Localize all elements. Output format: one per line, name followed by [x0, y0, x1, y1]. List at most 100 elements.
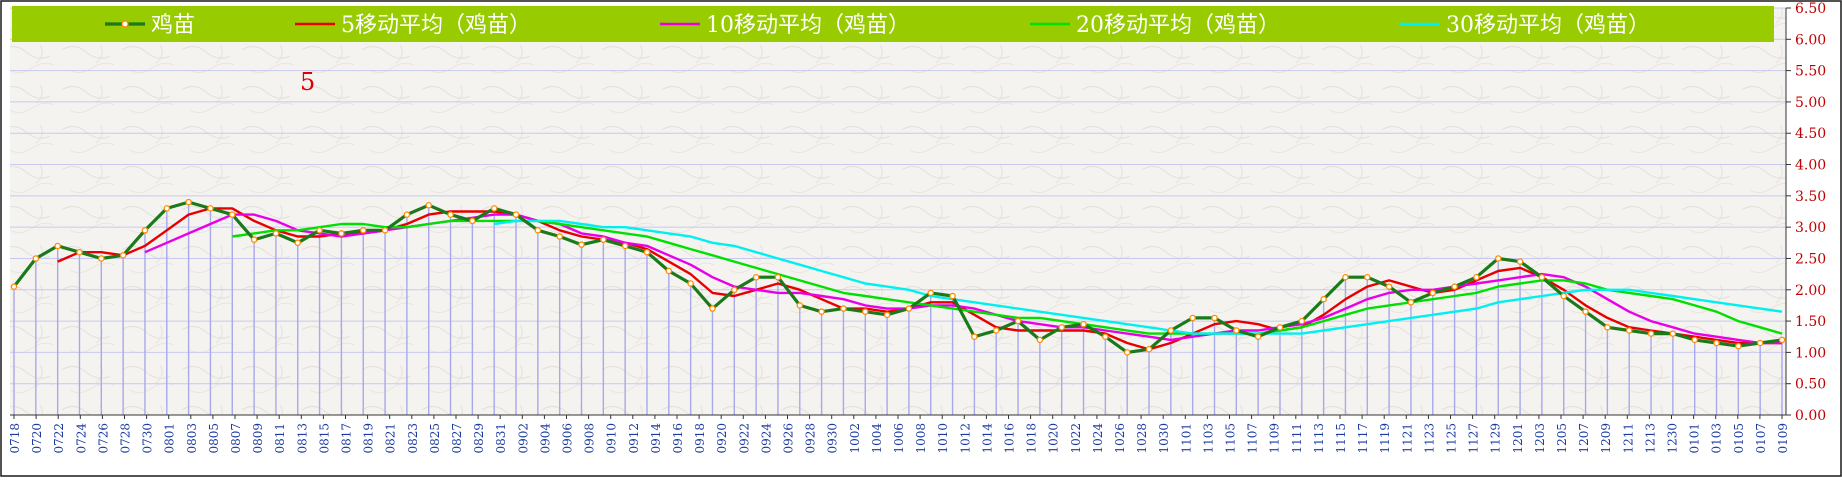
y-tick-label: 4.00	[1795, 158, 1826, 174]
x-tick-label: 1119	[1378, 423, 1392, 454]
data-point	[1451, 283, 1458, 290]
plot-background	[10, 8, 1786, 415]
data-point	[905, 305, 913, 312]
data-point	[1625, 327, 1633, 334]
y-tick-label: 5.50	[1795, 64, 1826, 80]
x-tick-label: 1024	[1091, 423, 1105, 454]
data-point	[1364, 273, 1371, 281]
x-tick-label: 0728	[119, 423, 133, 454]
x-tick-label: 1113	[1312, 423, 1326, 454]
data-point	[512, 211, 520, 218]
x-tick-label: 1230	[1666, 423, 1680, 454]
x-tick-label: 0928	[804, 423, 818, 454]
x-tick-label: 0103	[1710, 423, 1724, 454]
data-point	[752, 273, 760, 281]
x-tick-label: 1010	[936, 423, 950, 454]
data-point	[294, 239, 302, 247]
x-tick-label: 0107	[1754, 423, 1768, 454]
data-point	[1342, 273, 1349, 281]
x-tick-label: 0908	[583, 423, 597, 454]
data-point	[796, 302, 804, 309]
x-tick-label: 1211	[1621, 423, 1635, 454]
data-point	[76, 248, 83, 256]
legend-label-2: 10移动平均（鸡苗）	[706, 13, 910, 38]
x-tick-label: 0904	[538, 423, 552, 454]
x-tick-label: 1028	[1135, 423, 1149, 454]
x-tick-label: 1018	[1025, 423, 1039, 454]
data-point	[54, 242, 61, 250]
data-point	[1254, 333, 1262, 340]
x-axis-ticks: 0718 0720 0722 0724 0726 0728 0730 0801 0803 0805…	[8, 415, 1790, 454]
data-point	[556, 233, 563, 240]
data-point	[316, 227, 323, 234]
x-tick-label: 0805	[207, 423, 221, 454]
data-point	[621, 242, 629, 250]
data-point	[774, 273, 782, 281]
x-tick-label: 1117	[1356, 423, 1370, 454]
data-point	[1473, 273, 1480, 281]
data-markers	[10, 198, 1786, 356]
y-tick-label: 1.00	[1795, 345, 1826, 361]
y-tick-label: 0.00	[1795, 408, 1826, 424]
x-tick-label: 1109	[1268, 423, 1282, 454]
y-tick-label: 6.50	[1795, 1, 1826, 17]
data-point	[992, 327, 1000, 334]
x-tick-label: 0718	[8, 423, 22, 454]
data-point	[1735, 342, 1742, 350]
x-tick-label: 1101	[1179, 423, 1193, 454]
data-point	[1385, 283, 1393, 290]
data-point	[1123, 349, 1131, 356]
x-tick-label: 1026	[1113, 423, 1127, 454]
x-tick-label: 1030	[1157, 423, 1171, 454]
x-tick-label: 1020	[1047, 423, 1061, 454]
x-tick-label: 0823	[406, 423, 420, 454]
data-point	[163, 205, 171, 212]
data-point	[338, 230, 345, 237]
x-tick-label: 1006	[892, 423, 906, 454]
data-point	[229, 211, 236, 218]
y-axis-ticks: 0.00 0.50 1.00 1.50 2.00 2.50 3.00 3.50 4.00 4.50…	[1786, 1, 1826, 424]
x-tick-label: 1207	[1577, 423, 1591, 454]
x-tick-label: 0105	[1732, 423, 1746, 454]
data-point	[883, 311, 891, 319]
data-point	[1538, 273, 1546, 281]
x-tick-label: 0825	[428, 423, 442, 454]
x-tick-label: 1123	[1422, 423, 1436, 454]
data-point	[1320, 295, 1327, 303]
x-tick-label: 0109	[1776, 423, 1790, 454]
data-point	[731, 286, 738, 294]
series-line-0	[12, 200, 1783, 354]
y-tick-label: 2.50	[1795, 251, 1826, 267]
y-tick-label: 2.00	[1795, 283, 1826, 299]
data-point	[1691, 336, 1698, 344]
x-tick-label: 1103	[1201, 423, 1215, 454]
x-tick-label: 0726	[96, 423, 110, 454]
data-point	[469, 217, 476, 225]
x-tick-label: 0730	[141, 423, 155, 454]
x-tick-label: 1105	[1224, 423, 1238, 454]
x-tick-label: 1129	[1489, 423, 1503, 454]
data-point	[1582, 308, 1589, 315]
series-line-3	[232, 219, 1783, 335]
data-point	[359, 227, 367, 234]
x-tick-label: 1125	[1445, 423, 1459, 454]
data-point	[1713, 339, 1720, 347]
data-point	[1560, 292, 1567, 300]
x-tick-label: 0829	[472, 423, 486, 454]
data-point	[818, 308, 825, 315]
data-point	[141, 227, 149, 234]
x-tick-label: 0924	[759, 423, 773, 454]
x-tick-label: 0819	[362, 423, 376, 454]
data-point	[272, 230, 280, 237]
y-tick-label: 6.00	[1795, 32, 1826, 48]
data-point	[600, 236, 607, 243]
data-point	[687, 280, 694, 287]
x-tick-label: 1016	[1003, 423, 1017, 454]
x-tick-label: 0827	[450, 423, 464, 454]
x-tick-label: 1203	[1533, 423, 1547, 454]
data-point	[1167, 327, 1175, 334]
data-point	[403, 211, 411, 218]
x-tick-label: 1002	[848, 423, 862, 454]
x-tick-label: 0801	[163, 423, 177, 454]
